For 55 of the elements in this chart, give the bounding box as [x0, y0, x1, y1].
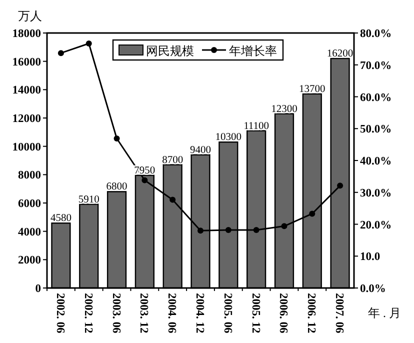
point — [170, 196, 176, 203]
point — [86, 40, 92, 47]
y2-tick-label: 20.0% — [360, 219, 392, 232]
point — [142, 177, 148, 184]
point — [225, 226, 232, 233]
y-tick-label: 6000 — [18, 198, 42, 210]
data-label: 6800 — [106, 182, 128, 193]
y2-tick-label: 60.0% — [360, 92, 392, 104]
x-axis-title: 年 . 月 — [368, 306, 401, 320]
y-tick-label: 14000 — [12, 84, 42, 97]
point — [114, 136, 120, 142]
x-tick-label: 2004. 06 — [166, 293, 178, 334]
y2-tick-label: 50.0% — [360, 124, 392, 136]
x-tick-label: 2003. 12 — [138, 293, 150, 334]
x-tick-label: 2006. 06 — [277, 293, 290, 334]
y2-tick-label: 80.0% — [360, 28, 392, 40]
legend-label: 网民规模 — [146, 44, 194, 58]
y-axis-title: 万人 — [18, 9, 42, 23]
point — [198, 228, 204, 234]
x-tick-label: 2002. 06 — [54, 293, 66, 334]
y-tick-label: 18000 — [12, 28, 42, 40]
y2-tick-label: 30.0% — [360, 187, 392, 200]
point — [309, 210, 316, 217]
point — [58, 50, 64, 56]
y2-tick-label: 0.0% — [360, 283, 386, 295]
x-tick-label: 2002. 12 — [82, 293, 94, 334]
data-label: 16200 — [326, 48, 354, 60]
y2-tick-label: 40.0% — [360, 156, 392, 168]
point — [253, 226, 260, 233]
data-label: 13700 — [299, 84, 326, 95]
legend-label: 年增长率 — [229, 44, 277, 58]
point — [281, 223, 288, 230]
y2-tick-label: 10.0 — [360, 251, 380, 264]
data-label: 9400 — [190, 144, 211, 156]
data-label: 11100 — [244, 120, 270, 132]
x-tick-label: 2005. 12 — [249, 293, 262, 334]
x-tick-label: 2006. 12 — [305, 293, 318, 334]
data-label: 8700 — [162, 154, 184, 166]
data-label: 12300 — [271, 104, 298, 115]
y2-tick-label: 70.0% — [360, 60, 392, 72]
data-label: 10300 — [215, 132, 242, 144]
data-label: 5910 — [78, 194, 100, 206]
x-tick-label: 2005. 06 — [221, 293, 234, 334]
y-tick-label: 2000 — [18, 254, 42, 267]
y-tick-label: 16000 — [12, 56, 42, 68]
x-tick-label: 2004. 12 — [194, 293, 206, 334]
y-tick-label: 10000 — [12, 141, 42, 154]
data-label: 4580 — [50, 213, 72, 224]
y-tick-label: 0 — [35, 283, 42, 295]
y-tick-label: 8000 — [18, 170, 42, 182]
point — [337, 182, 344, 189]
x-tick-label: 2007. 06 — [333, 293, 346, 334]
x-tick-label: 2003. 06 — [110, 293, 122, 334]
y-tick-label: 4000 — [18, 226, 42, 238]
y-tick-label: 12000 — [12, 113, 42, 125]
